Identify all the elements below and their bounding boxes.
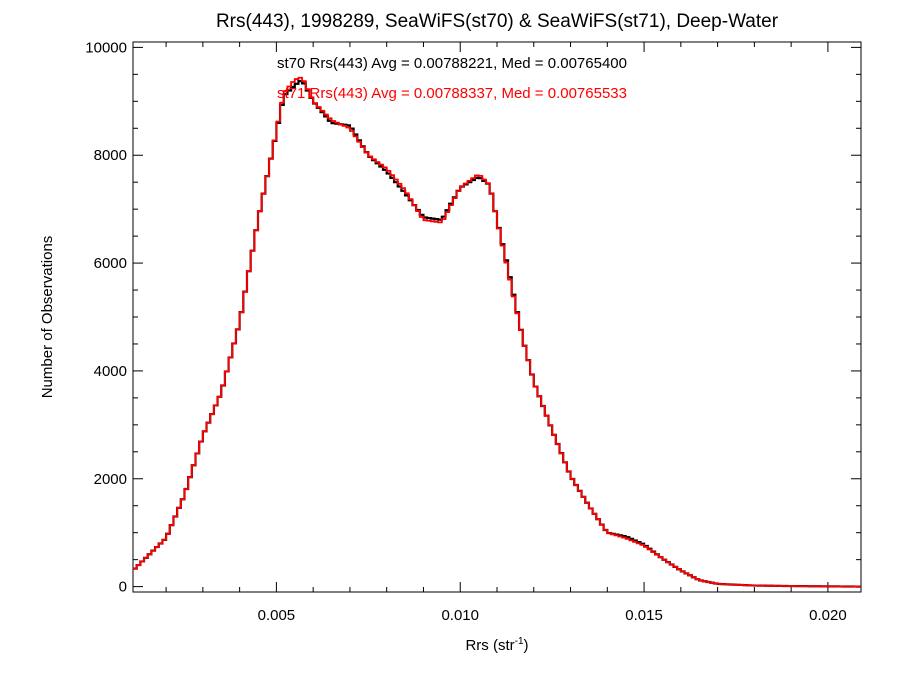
chart-title: Rrs(443), 1998289, SeaWiFS(st70) & SeaWi…	[216, 11, 779, 32]
x-axis-label: Rrs (str-1)	[465, 636, 528, 654]
axis-ticks	[133, 42, 861, 592]
series-st70-line	[133, 79, 861, 588]
y-tick-label: 8000	[94, 147, 127, 164]
x-tick-label: 0.005	[258, 607, 296, 624]
series-layer	[133, 76, 861, 588]
x-tick-label: 0.020	[809, 607, 847, 624]
x-tick-label: 0.015	[625, 607, 663, 624]
y-axis-label: Number of Observations	[39, 236, 56, 399]
y-tick-label: 0	[119, 579, 127, 596]
tick-labels: 0.005 0.010 0.015 0.020 0 2000 4000 6000 8000 100…	[85, 39, 846, 624]
x-axis-label-main: Rrs (str	[465, 637, 514, 654]
series-st71-line	[133, 76, 861, 588]
y-tick-label: 10000	[85, 39, 127, 56]
plot-frame	[132, 41, 862, 593]
x-axis-label-superscript: -1	[515, 636, 524, 647]
y-tick-label: 6000	[94, 255, 127, 272]
x-tick-label: 0.010	[441, 607, 479, 624]
y-tick-label: 4000	[94, 363, 127, 380]
x-axis-label-close: )	[524, 637, 529, 654]
y-tick-label: 2000	[94, 471, 127, 488]
st71-stats-annotation: st71 Rrs(443) Avg = 0.00788337, Med = 0.…	[277, 85, 627, 102]
st70-stats-annotation: st70 Rrs(443) Avg = 0.00788221, Med = 0.…	[277, 55, 627, 72]
